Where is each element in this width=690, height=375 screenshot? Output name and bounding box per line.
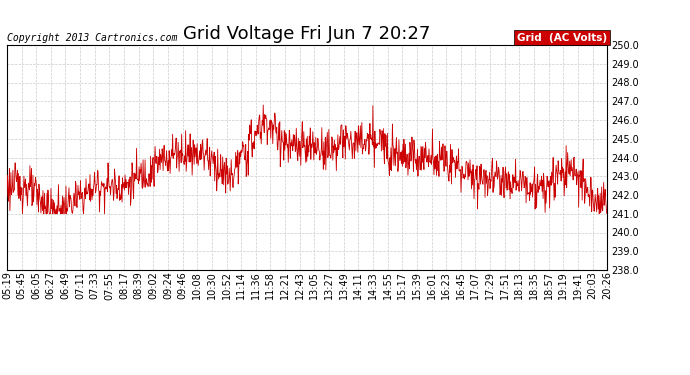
Text: Grid  (AC Volts): Grid (AC Volts)	[517, 33, 607, 43]
Text: Copyright 2013 Cartronics.com: Copyright 2013 Cartronics.com	[7, 33, 177, 43]
Title: Grid Voltage Fri Jun 7 20:27: Grid Voltage Fri Jun 7 20:27	[184, 26, 431, 44]
